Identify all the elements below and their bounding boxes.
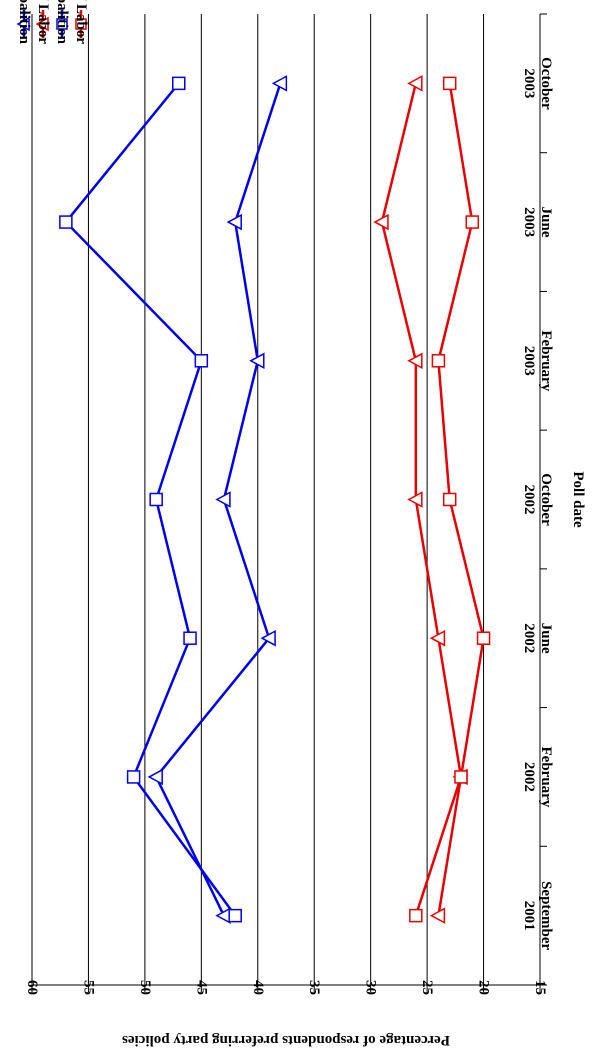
data-point [407,75,423,92]
data-point [147,768,163,786]
value-tick-label: 15 [532,980,548,995]
series-3 [59,76,242,923]
legend-marker [35,16,49,32]
data-point [465,215,480,229]
value-tick-label: 60 [24,980,40,995]
data-point [431,354,446,368]
data-point [215,491,231,508]
data-point [126,770,141,784]
category-tick-label: February2003 [521,330,554,391]
category-tick-label: February2002 [521,747,554,808]
category-tick-label: October2002 [521,473,554,526]
y-axis-title: Percentage of respondents preferring par… [122,1032,450,1048]
data-point [429,907,446,924]
legend-label: Immigration / Labor [35,0,51,44]
data-point [260,629,276,647]
legend-entry: Immigration / Coalition [16,0,32,45]
data-point [442,492,457,507]
data-point [407,352,423,370]
data-point [226,213,242,231]
data-point [59,215,73,229]
gridlines [31,14,485,985]
series [59,75,491,924]
value-tick-label: 55 [80,980,96,995]
data-point [194,354,209,368]
value-tick-label: 35 [306,980,322,995]
value-tick-label: 20 [476,980,492,995]
series-1 [147,75,288,924]
value-tick-label: 45 [193,980,209,995]
data-point [271,75,288,92]
legend-marker [75,18,87,30]
value-tick-label: 50 [137,980,153,995]
data-point [409,908,423,923]
data-point [373,213,389,231]
data-point [429,629,446,647]
legend-label: Defence / Coalition [54,0,70,45]
data-point [228,908,242,923]
category-tick-label: June2003 [521,207,554,238]
value-tick-label: 25 [419,980,435,995]
data-point [183,631,197,645]
category-tick-label: October2003 [521,57,554,110]
data-point [172,76,186,91]
data-point [407,491,423,508]
legend-marker [56,18,68,30]
value-tick-label: 30 [363,980,379,995]
legend: Immigration / CoalitionImmigration / Lab… [16,0,89,45]
category-tick-label: June2002 [521,623,554,654]
legend-label: Immigration / Coalition [16,0,32,45]
value-tick-label: 40 [250,980,266,995]
data-point [149,492,163,507]
x-axis-title: Poll date [570,471,586,528]
data-point [442,76,457,91]
legend-entry: Defence / Coalition [54,0,70,45]
data-point [476,631,491,645]
legend-marker [16,16,30,32]
legend-entry: Immigration / Labor [35,0,51,44]
data-point [454,770,468,784]
data-point [249,352,265,370]
category-tick-label: September2001 [521,881,554,950]
legend-entry: Defence / Labor [73,0,89,44]
series-4 [409,76,491,923]
axes: 15 20 25 30 35 40 45 50 55 60 September2001 Februar… [24,13,586,1048]
legend-label: Defence / Labor [73,0,89,44]
